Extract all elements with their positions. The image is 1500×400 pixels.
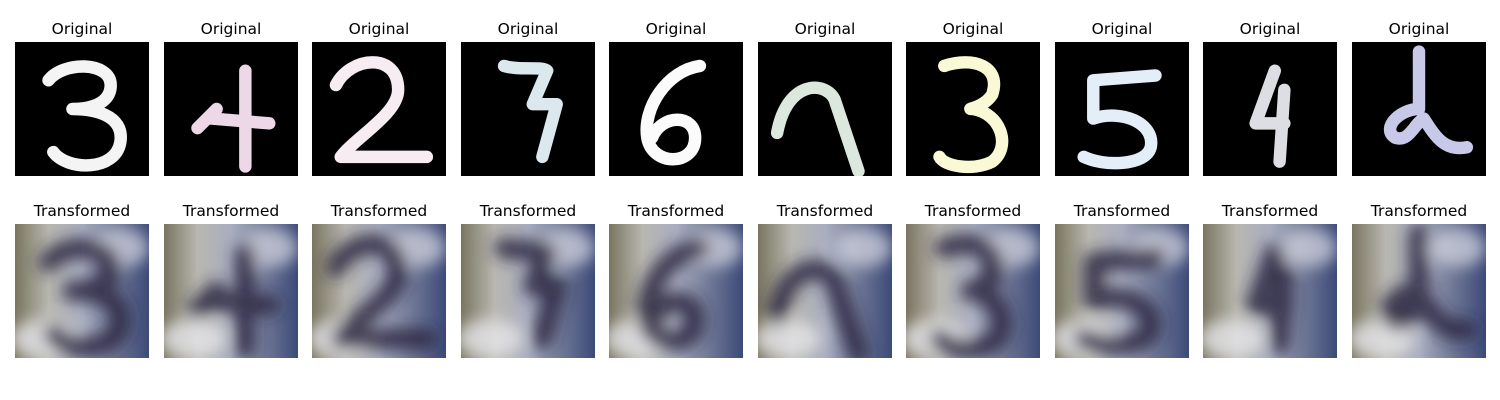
original-image-7 [461,42,595,176]
original-panel: Original [1203,20,1337,176]
original-image-9 [758,42,892,176]
digit-stroke [497,59,563,164]
transformed-image-2 [312,224,446,358]
transformed-panel: Transformed [758,202,892,358]
original-title: Original [1388,20,1450,38]
transformed-panel: Transformed [609,202,743,358]
transformed-title: Transformed [776,202,874,220]
original-title: Original [645,20,707,38]
original-title: Original [497,20,559,38]
transformed-panel: Transformed [164,202,298,358]
original-title: Original [51,20,113,38]
original-title: Original [794,20,856,38]
original-title: Original [1091,20,1153,38]
original-image-4 [1203,42,1337,176]
original-panel: Original [1352,20,1486,176]
transformed-image-2 [1352,224,1486,358]
transformed-image-3 [906,224,1040,358]
transformed-image-3 [15,224,149,358]
transformed-panel: Transformed [312,202,446,358]
transformed-image-7 [461,224,595,358]
original-panel: Original [312,20,446,176]
transformed-title: Transformed [33,202,131,220]
transformed-title: Transformed [924,202,1022,220]
digit-stroke [640,59,707,166]
transformed-title: Transformed [627,202,725,220]
original-title: Original [1239,20,1301,38]
transformed-panel: Transformed [1352,202,1486,358]
digit-stroke [770,81,865,176]
original-panel: Original [15,20,149,176]
original-panel: Original [906,20,1040,176]
transformed-title: Transformed [479,202,577,220]
original-image-2 [1352,42,1486,176]
original-image-6 [609,42,743,176]
transformed-image-4 [164,224,298,358]
transformed-panel: Transformed [461,202,595,358]
original-panel: Original [461,20,595,176]
digit-stroke [191,64,276,173]
transformed-title: Transformed [182,202,280,220]
transformed-panel: Transformed [906,202,1040,358]
transformed-panel: Transformed [1203,202,1337,358]
original-panel: Original [1055,20,1189,176]
digit-stroke [1077,69,1162,170]
transformed-image-5 [1055,224,1189,358]
transformed-title: Transformed [1370,202,1468,220]
transformed-panel: Transformed [1055,202,1189,358]
original-title: Original [200,20,262,38]
transformed-title: Transformed [1073,202,1171,220]
transformed-title: Transformed [1221,202,1319,220]
digit-stroke [1384,45,1474,155]
original-panel: Original [164,20,298,176]
digit-stroke [1249,64,1291,168]
transformed-image-9 [758,224,892,358]
transformed-title: Transformed [330,202,428,220]
original-image-2 [312,42,446,176]
digit-stroke [42,60,127,172]
transformed-panel: Transformed [15,202,149,358]
transformed-image-6 [609,224,743,358]
original-panel: Original [609,20,743,176]
original-panel: Original [758,20,892,176]
original-title: Original [942,20,1004,38]
digit-stroke [933,56,1009,174]
original-image-3 [906,42,1040,176]
original-title: Original [348,20,410,38]
digit-stroke [329,56,434,164]
original-image-4 [164,42,298,176]
original-image-5 [1055,42,1189,176]
transformed-image-4 [1203,224,1337,358]
original-image-3 [15,42,149,176]
